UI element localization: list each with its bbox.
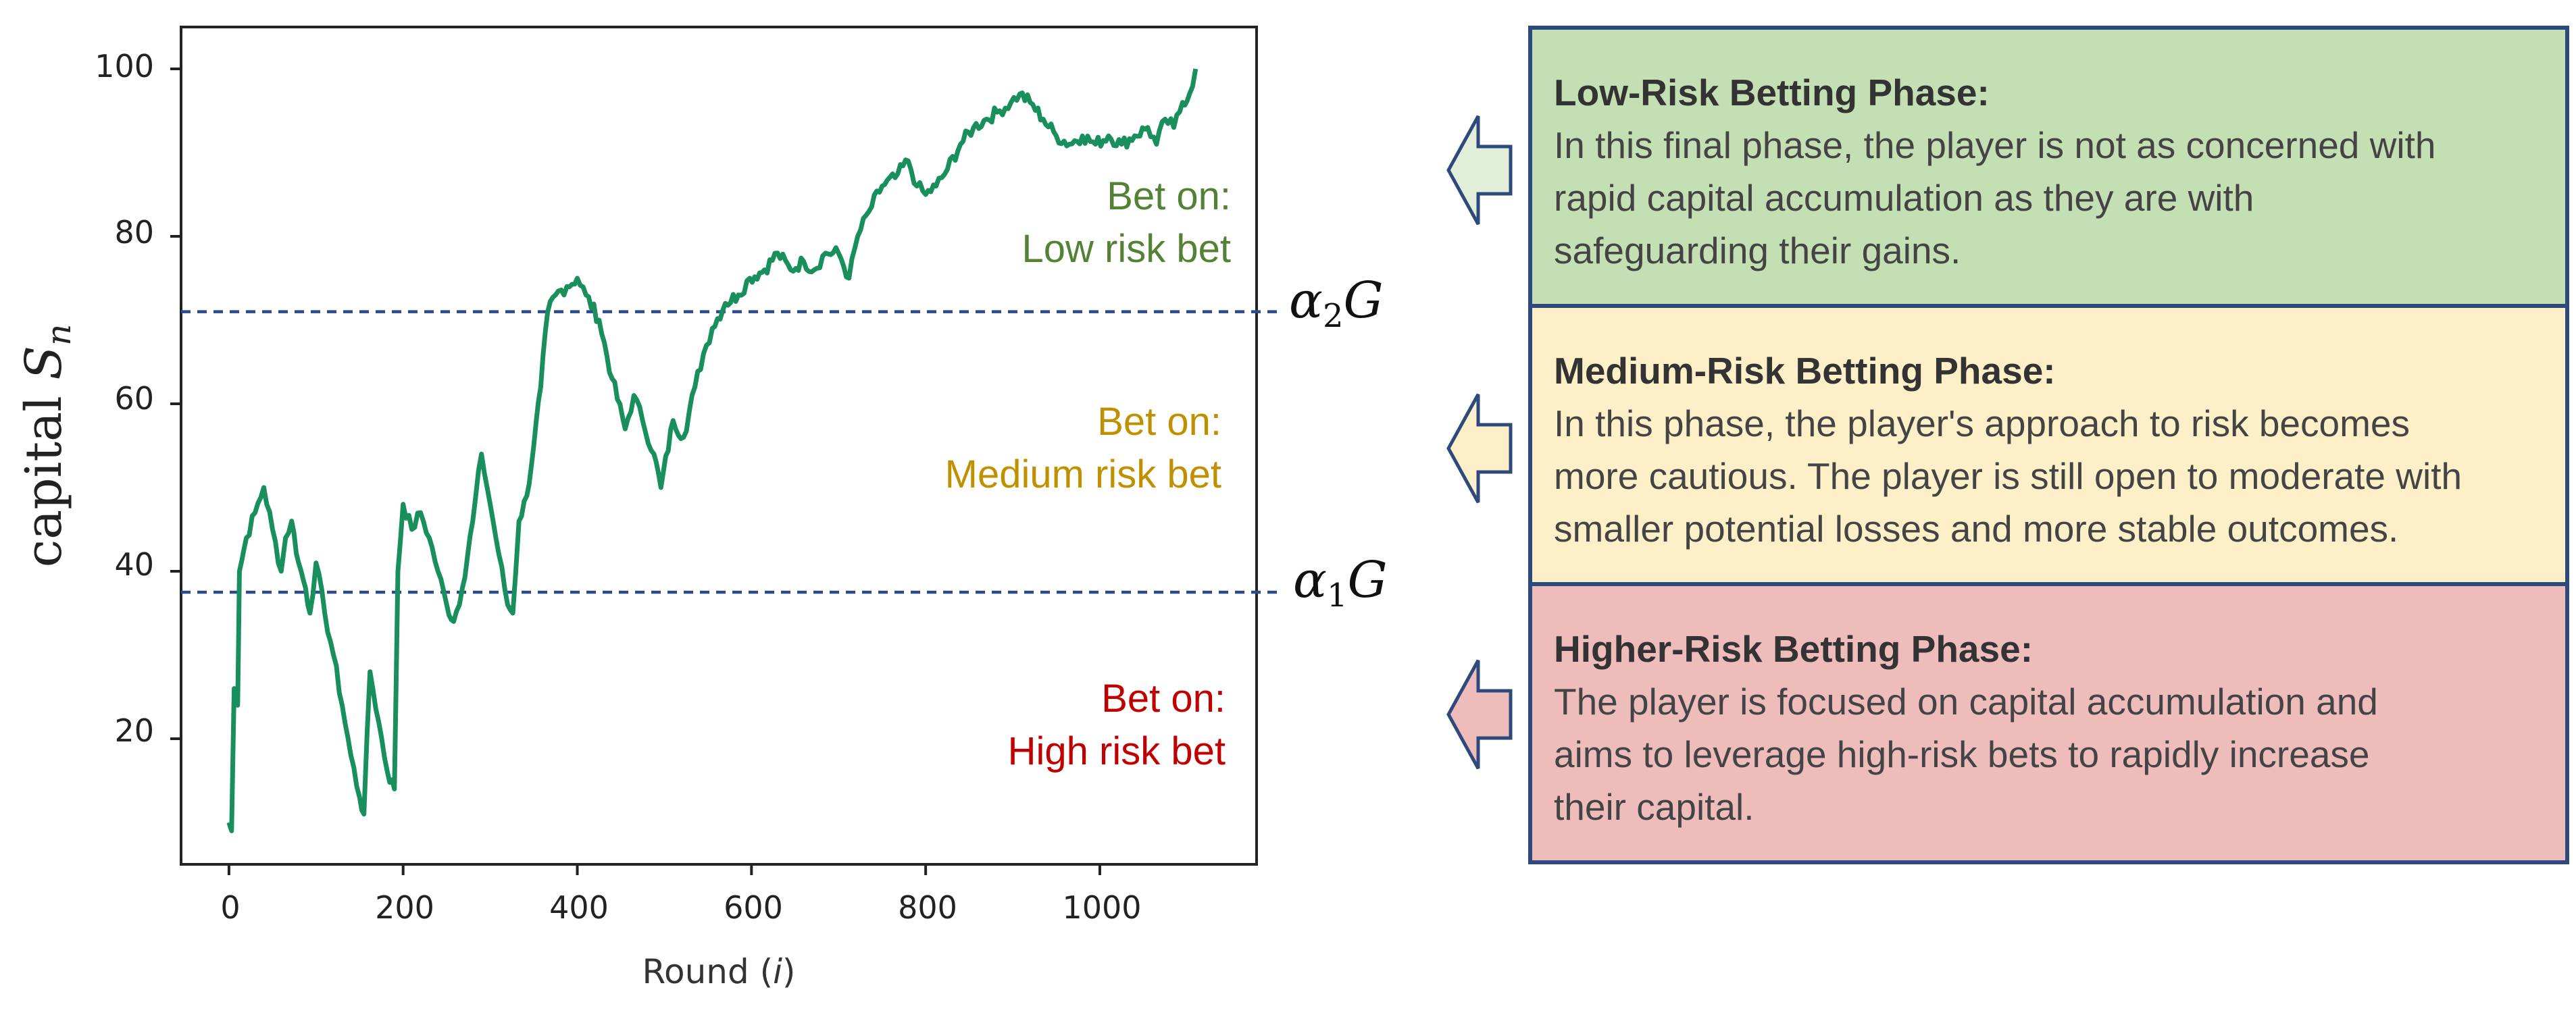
medium-risk-phase-line: more cautious. The player is still open … <box>1554 455 2463 497</box>
y-tick-label-80: 80 <box>114 214 154 251</box>
medium-risk-phase-line: In this phase, the player's approach to … <box>1554 402 2410 444</box>
alpha2-label: α2G <box>1289 271 1384 335</box>
medium-risk-phase-panel: Medium-Risk Betting Phase: In this phase… <box>1528 304 2569 586</box>
alpha1-label: α1G <box>1293 551 1388 614</box>
y-axis-ticks <box>170 68 181 740</box>
low-risk-phase-line: rapid capital accumulation as they are w… <box>1554 177 2254 219</box>
x-tick-label-200: 200 <box>375 889 434 926</box>
medium-risk-phase-title: Medium-Risk Betting Phase: <box>1554 350 2056 392</box>
x-axis-ticks <box>227 864 1101 875</box>
low-risk-phase-line: In this final phase, the player is not a… <box>1554 124 2436 166</box>
y-tick-label-40: 40 <box>114 546 154 583</box>
x-tick-label-0: 0 <box>220 889 240 926</box>
x-tick-label-800: 800 <box>898 889 957 926</box>
medium-zone-label-line1: Bet on: <box>1097 400 1221 444</box>
low-zone-label-line2: Low risk bet <box>1022 227 1231 271</box>
y-tick-label-60: 60 <box>114 380 154 417</box>
high-zone-label-line2: High risk bet <box>1008 729 1226 773</box>
high-risk-phase-line: aims to leverage high-risk bets to rapid… <box>1554 733 2370 775</box>
capital-line-chart: 0 200 400 600 800 1000 20 40 60 80 100 R… <box>15 26 1388 991</box>
high-risk-phase-panel: Higher-Risk Betting Phase: The player is… <box>1528 582 2569 864</box>
low-risk-phase-title: Low-Risk Betting Phase: <box>1554 72 1990 113</box>
capital-series-line <box>226 68 1198 833</box>
y-axis-label: capital Sn <box>15 324 78 568</box>
x-axis-label: Round (i) <box>642 952 795 991</box>
high-risk-phase-line: their capital. <box>1554 786 1754 828</box>
medium-zone-label-line2: Medium risk bet <box>945 452 1221 496</box>
low-risk-phase-panel: Low-Risk Betting Phase: In this final ph… <box>1528 26 2569 308</box>
high-risk-phase-line: The player is focused on capital accumul… <box>1554 681 2378 723</box>
y-tick-label-100: 100 <box>95 48 154 84</box>
high-phase-arrow-icon <box>1446 659 1513 770</box>
plot-frame <box>180 26 1258 866</box>
low-zone-label-line1: Bet on: <box>1107 174 1231 218</box>
low-phase-arrow-icon <box>1446 115 1513 226</box>
x-tick-label-600: 600 <box>724 889 783 926</box>
high-zone-label-line1: Bet on: <box>1101 677 1226 721</box>
x-tick-label-1000: 1000 <box>1062 889 1141 926</box>
low-risk-phase-line: safeguarding their gains. <box>1554 230 1961 271</box>
medium-risk-phase-line: smaller potential losses and more stable… <box>1554 508 2399 550</box>
medium-phase-arrow-icon <box>1446 393 1513 504</box>
x-tick-label-400: 400 <box>549 889 609 926</box>
y-tick-label-20: 20 <box>114 712 154 749</box>
high-risk-phase-title: Higher-Risk Betting Phase: <box>1554 628 2034 670</box>
